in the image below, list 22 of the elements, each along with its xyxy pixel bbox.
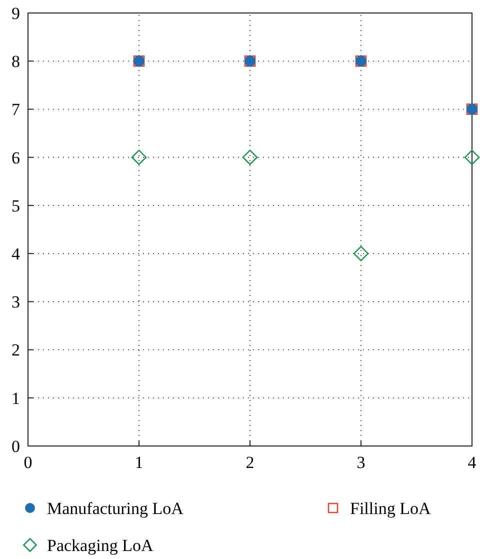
y-tick-label: 7 bbox=[12, 100, 20, 120]
y-tick-label: 8 bbox=[12, 52, 20, 72]
point bbox=[464, 150, 480, 165]
x-tick-label: 2 bbox=[246, 453, 254, 472]
y-tick-label: 9 bbox=[12, 4, 20, 23]
y-tick-label: 4 bbox=[12, 244, 20, 264]
y-tick-label: 3 bbox=[12, 292, 20, 312]
y-tick-label: 1 bbox=[12, 388, 20, 408]
point bbox=[131, 150, 147, 165]
legend-label: Filling LoA bbox=[350, 498, 432, 518]
x-tick-label: 1 bbox=[134, 453, 144, 472]
y-tick-label: 2 bbox=[12, 340, 20, 360]
legend-label: Manufacturing LoA bbox=[47, 498, 184, 518]
y-tick-label: 5 bbox=[12, 196, 20, 216]
legend-label: Packaging LoA bbox=[47, 536, 154, 555]
x-tick-label: 4 bbox=[468, 453, 477, 472]
x-tick-label: 3 bbox=[356, 453, 366, 472]
y-tick-label: 6 bbox=[12, 148, 20, 168]
x-tick-label: 0 bbox=[24, 453, 32, 472]
y-tick-label: 0 bbox=[12, 436, 20, 456]
point bbox=[353, 246, 369, 262]
point bbox=[242, 150, 258, 165]
